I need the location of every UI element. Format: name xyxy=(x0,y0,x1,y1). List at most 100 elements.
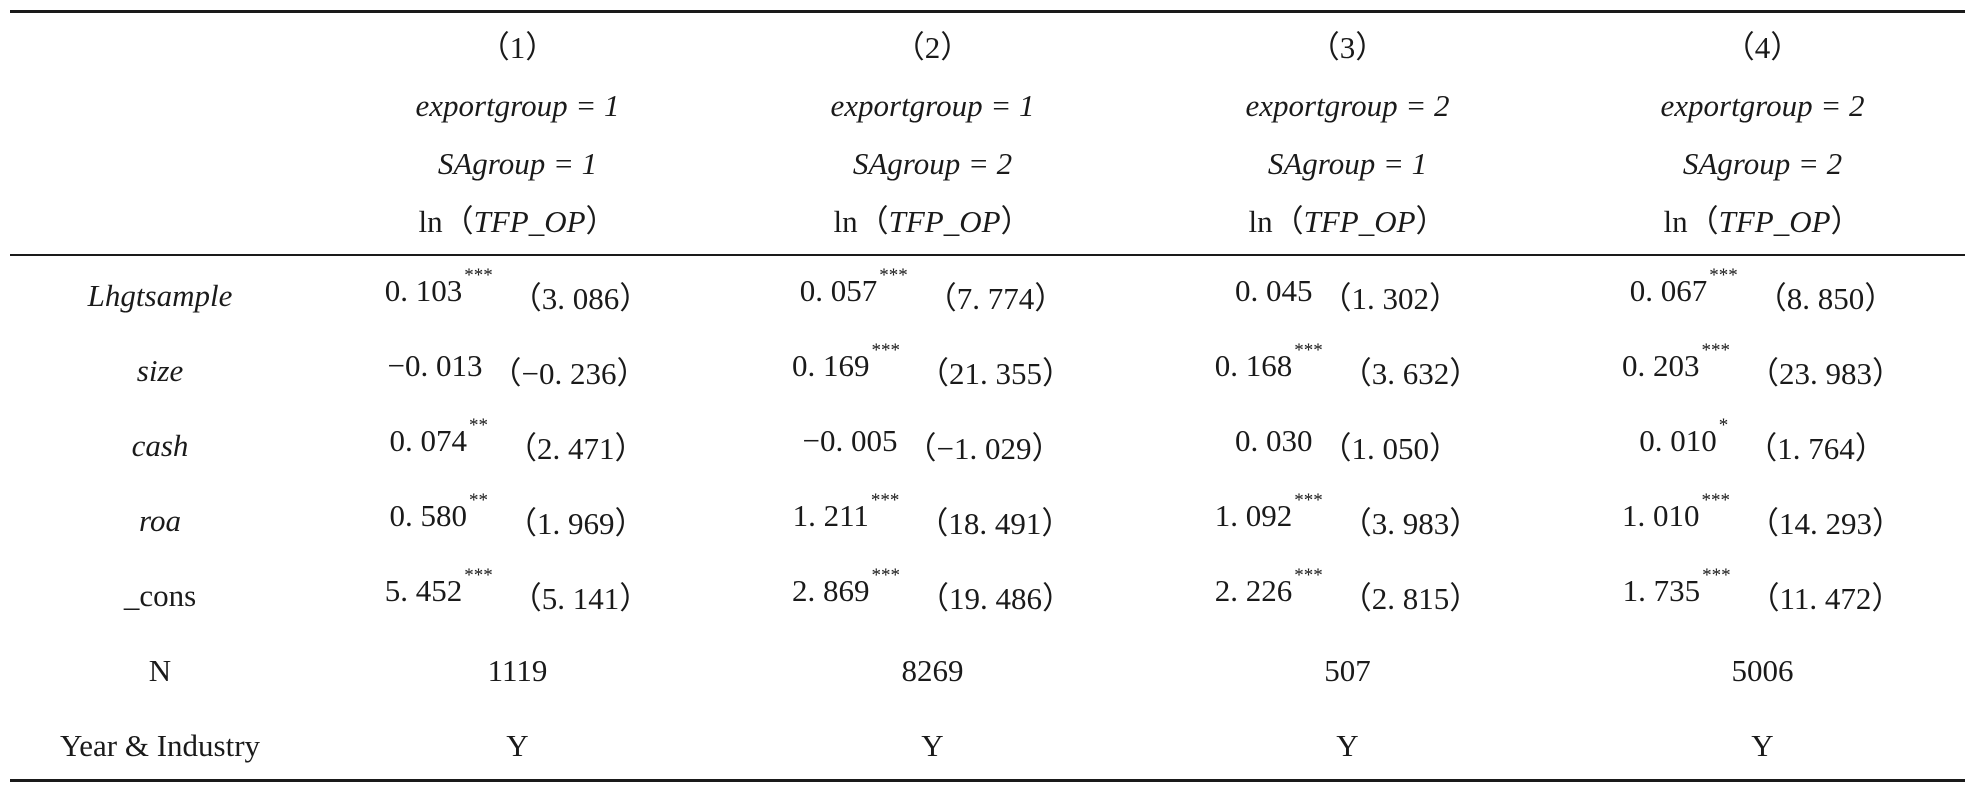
cell-content: 0. 030 （1. 050） xyxy=(1235,423,1460,468)
coefficient: 0. 067 xyxy=(1629,273,1708,308)
table-cell: 5. 452 *** （5. 141） xyxy=(310,558,725,633)
coefficient: 0. 203 xyxy=(1622,348,1700,383)
significance-stars: *** xyxy=(1709,265,1738,286)
dep-var-name: TFP_OP xyxy=(473,203,586,239)
t-statistic: （1. 764） xyxy=(1746,431,1886,466)
significance-stars: *** xyxy=(1701,340,1731,361)
table-cell: 0. 168 *** （3. 632） xyxy=(1140,333,1555,408)
table-cell: 507 xyxy=(1140,633,1555,708)
export-condition: exportgroup = 2 xyxy=(1245,87,1450,123)
dep-var-prefix: ln（ xyxy=(833,203,889,239)
coefficient: 2. 869 xyxy=(792,573,870,608)
export-condition: exportgroup = 1 xyxy=(415,87,620,123)
significance-stars: ** xyxy=(469,490,488,511)
table-cell: Y xyxy=(1555,708,1970,783)
t-statistic: （2. 471） xyxy=(506,431,646,466)
coefficient: Y xyxy=(1751,727,1774,763)
column-number: （1） xyxy=(478,29,557,65)
significance-stars: *** xyxy=(464,565,493,586)
row-label: Year & Industry xyxy=(59,727,261,763)
sa-condition: SAgroup = 1 xyxy=(1267,145,1428,181)
cell-content: 0. 203 *** （23. 983） xyxy=(1622,340,1903,393)
t-statistic: （1. 969） xyxy=(506,506,646,541)
table-cell: 1119 xyxy=(310,633,725,708)
t-statistic: （14. 293） xyxy=(1748,506,1903,541)
table-row: Lhgtsample 0. 103 *** （3. 086） 0. 057 *** （7. … xyxy=(0,258,1972,333)
cell-content: 0. 168 *** （3. 632） xyxy=(1214,340,1481,393)
cell-content: Y xyxy=(1751,728,1773,764)
coefficient: 8269 xyxy=(901,652,964,688)
cell-content: 1. 010 *** （14. 293） xyxy=(1622,490,1903,543)
significance-stars: *** xyxy=(1702,565,1731,586)
coefficient: 2. 226 xyxy=(1214,573,1293,608)
significance-stars: *** xyxy=(871,340,901,361)
significance-stars: *** xyxy=(1294,340,1323,361)
t-statistic: （7. 774） xyxy=(925,281,1066,316)
row-label: size xyxy=(136,352,184,388)
table-cell: 0. 580 ** （1. 969） xyxy=(310,483,725,558)
coefficient: −0. 013 xyxy=(387,348,483,383)
cell-content: Y xyxy=(921,728,943,764)
coefficient: 0. 580 xyxy=(389,498,468,533)
row-label: roa xyxy=(139,502,181,538)
cell-content: 5006 xyxy=(1732,653,1794,689)
table-row: size −0. 013 （−0. 236） 0. 169 *** （21. 355） 0.… xyxy=(0,333,1972,408)
cell-content: 2. 869 *** （19. 486） xyxy=(792,565,1073,618)
dependent-variable: ln（TFP_OP） xyxy=(1663,206,1861,237)
cell-content: 1119 xyxy=(488,653,548,689)
table-cell: 0. 057 *** （7. 774） xyxy=(725,258,1140,333)
sa-condition: SAgroup = 1 xyxy=(437,145,598,181)
dep-var-name: TFP_OP xyxy=(888,203,1001,239)
row-label: cash xyxy=(131,427,189,463)
top-rule xyxy=(10,10,1965,13)
column-number: （3） xyxy=(1308,29,1387,65)
significance-stars: *** xyxy=(1701,490,1731,511)
column-header-3: （3） exportgroup = 2 SAgroup = 1 ln（TFP_O… xyxy=(1140,18,1555,250)
significance-stars: *** xyxy=(1294,490,1323,511)
t-statistic: （5. 141） xyxy=(510,581,651,616)
table-cell: 5006 xyxy=(1555,633,1970,708)
column-number: （2） xyxy=(893,29,972,65)
cell-content: Y xyxy=(1336,728,1358,764)
table-cell: 0. 203 *** （23. 983） xyxy=(1555,333,1970,408)
t-statistic: （8. 850） xyxy=(1755,281,1896,316)
table-row: N 1119 8269 507 5006 xyxy=(0,633,1972,708)
t-statistic: （1. 050） xyxy=(1320,431,1461,466)
table-cell: 1. 211 *** （18. 491） xyxy=(725,483,1140,558)
coefficient: 0. 168 xyxy=(1214,348,1293,383)
sa-condition: SAgroup = 2 xyxy=(852,145,1013,181)
cell-content: 0. 074 ** （2. 471） xyxy=(390,415,646,468)
coefficient: 1. 092 xyxy=(1214,498,1293,533)
header-rule xyxy=(10,254,1965,256)
row-label: _cons xyxy=(123,577,197,613)
table-cell: 1. 092 *** （3. 983） xyxy=(1140,483,1555,558)
cell-content: 0. 045 （1. 302） xyxy=(1235,273,1460,318)
table-cell: 0. 045 （1. 302） xyxy=(1140,258,1555,333)
table-cell: 2. 869 *** （19. 486） xyxy=(725,558,1140,633)
table-row: cash 0. 074 ** （2. 471） −0. 005 （−1. 029） 0. 0… xyxy=(0,408,1972,483)
coefficient: −0. 005 xyxy=(802,423,898,458)
cell-content: 0. 010 * （1. 764） xyxy=(1639,415,1886,468)
coefficient: 5006 xyxy=(1731,652,1794,688)
significance-stars: *** xyxy=(879,265,908,286)
t-statistic: （3. 086） xyxy=(510,281,651,316)
significance-stars: *** xyxy=(870,490,900,511)
export-condition: exportgroup = 1 xyxy=(830,87,1035,123)
bottom-rule xyxy=(10,779,1965,782)
significance-stars: ** xyxy=(469,415,488,436)
row-label: Lhgtsample xyxy=(87,277,233,313)
significance-stars: * xyxy=(1718,415,1729,436)
t-statistic: （23. 983） xyxy=(1748,356,1903,391)
coefficient: 1. 211 xyxy=(792,498,869,533)
table-cell: 1. 010 *** （14. 293） xyxy=(1555,483,1970,558)
dependent-variable: ln（TFP_OP） xyxy=(1248,206,1446,237)
t-statistic: （1. 302） xyxy=(1320,281,1461,316)
dep-var-name: TFP_OP xyxy=(1718,203,1831,239)
significance-stars: *** xyxy=(1294,565,1323,586)
coefficient: 1. 735 xyxy=(1622,573,1701,608)
t-statistic: （3. 632） xyxy=(1340,356,1481,391)
cell-content: 0. 169 *** （21. 355） xyxy=(792,340,1073,393)
column-header-1: （1） exportgroup = 1 SAgroup = 1 ln（TFP_O… xyxy=(310,18,725,250)
coefficient: 0. 030 xyxy=(1235,423,1313,458)
t-statistic: （−1. 029） xyxy=(905,431,1063,466)
